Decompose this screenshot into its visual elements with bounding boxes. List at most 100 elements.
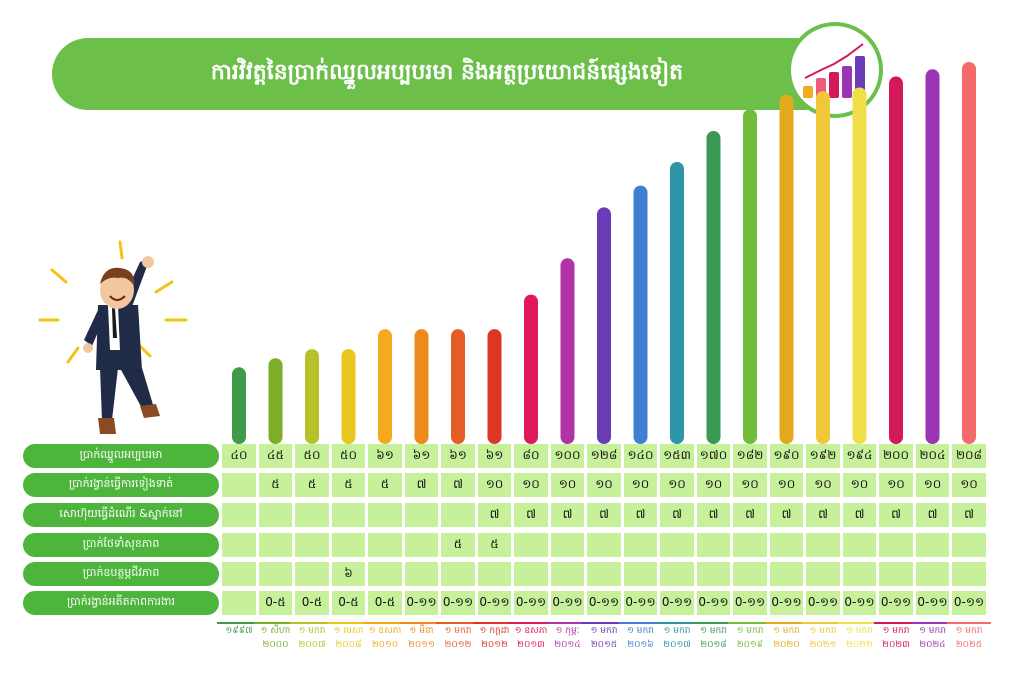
chart-title: ការវិវត្តនៃប្រាក់ឈ្នួលអប្បបរមា និងអត្ថប្… [210, 60, 684, 85]
date-label-15: ១ មករា ២០២០ [764, 622, 809, 652]
table-cell-4-16 [806, 562, 840, 586]
bar-16 [816, 91, 830, 445]
date-label-20: ១ មករា ២០២៥ [947, 622, 991, 652]
table-cell-4-6 [441, 562, 475, 586]
table-cell-3-7: ៥ [477, 533, 512, 557]
bar-13 [706, 131, 721, 445]
table-cell-1-16: ១០ [806, 473, 840, 497]
table-cell-5-18: 0-១១ [879, 591, 913, 615]
table-cell-3-17 [842, 533, 877, 557]
row-label-0: ប្រាក់ឈ្នួលអប្បបរមា [23, 444, 219, 468]
date-label-5: ១ មីនា ២០១១ [399, 622, 444, 652]
table-cell-3-8 [514, 533, 548, 557]
table-cell-5-12: 0-១១ [660, 591, 694, 615]
table-cell-4-18 [879, 562, 913, 586]
bar-2 [305, 349, 319, 444]
table-cell-0-15: ១៩០ [769, 444, 804, 468]
table-cell-3-5 [404, 533, 439, 557]
bar-4 [378, 329, 392, 444]
table-cell-3-12 [660, 533, 694, 557]
table-cell-4-3: ៦ [331, 562, 366, 586]
table-cell-4-1 [258, 562, 293, 586]
table-cell-1-7: ១០ [477, 473, 512, 497]
table-cell-5-4: 0-៥ [368, 591, 402, 615]
table-cell-0-11: ១៤០ [623, 444, 658, 468]
table-cell-3-6: ៥ [441, 533, 475, 557]
date-label-1: ១ សីហា ២០០០ [253, 622, 298, 652]
table-cell-2-20: ៧ [952, 503, 986, 527]
table-cell-1-5: ៧ [404, 473, 439, 497]
date-label-11: ១ មករា ២០១៦ [618, 622, 663, 652]
date-label-9: ១ កុម្ភៈ ២០១៤ [545, 622, 590, 652]
table-cell-0-3: ៥០ [331, 444, 366, 468]
date-label-12: ១ មករា ២០១៧ [655, 622, 699, 652]
table-cell-4-19 [915, 562, 950, 586]
table-cell-4-20 [952, 562, 986, 586]
table-cell-3-2 [295, 533, 329, 557]
table-cell-4-2 [295, 562, 329, 586]
bar-20 [962, 62, 976, 444]
table-cell-2-11: ៧ [623, 503, 658, 527]
table-cell-0-5: ៦១ [404, 444, 439, 468]
table-cell-2-7: ៧ [477, 503, 512, 527]
table-cell-3-18 [879, 533, 913, 557]
table-cell-0-12: ១៥៣ [660, 444, 694, 468]
table-cell-1-19: ១០ [915, 473, 950, 497]
table-cell-1-14: ១០ [733, 473, 767, 497]
table-cell-5-8: 0-១១ [514, 591, 548, 615]
table-cell-2-19: ៧ [915, 503, 950, 527]
bar-14 [743, 109, 757, 444]
table-cell-5-2: 0-៥ [295, 591, 329, 615]
table-cell-1-1: ៥ [258, 473, 293, 497]
date-label-16: ១ មករា ២០២១ [801, 622, 845, 652]
table-cell-1-9: ១០ [550, 473, 585, 497]
table-cell-5-10: 0-១១ [587, 591, 621, 615]
table-cell-5-16: 0-១១ [806, 591, 840, 615]
table-cell-4-10 [587, 562, 621, 586]
table-cell-4-15 [769, 562, 804, 586]
table-cell-3-20 [952, 533, 986, 557]
table-cell-4-9 [550, 562, 585, 586]
table-cell-4-4 [368, 562, 402, 586]
table-cell-3-4 [368, 533, 402, 557]
table-cell-2-4 [368, 503, 402, 527]
row-label-3: ប្រាក់ថែទាំសុខភាព [23, 533, 219, 557]
table-cell-0-2: ៥០ [295, 444, 329, 468]
table-cell-0-14: ១៨២ [733, 444, 767, 468]
table-cell-3-11 [623, 533, 658, 557]
table-cell-5-15: 0-១១ [769, 591, 804, 615]
table-cell-0-16: ១៩២ [806, 444, 840, 468]
table-cell-5-7: 0-១១ [477, 591, 512, 615]
table-cell-3-1 [258, 533, 293, 557]
row-label-1: ប្រាក់រង្វាន់ធ្វើការទៀងទាត់ [23, 473, 219, 497]
bar-7 [487, 329, 502, 444]
table-cell-5-13: 0-១១ [696, 591, 731, 615]
date-label-8: ១ ឧសភា ២០១៣ [509, 622, 553, 652]
table-cell-3-19 [915, 533, 950, 557]
table-cell-2-10: ៧ [587, 503, 621, 527]
table-cell-4-14 [733, 562, 767, 586]
table-cell-0-17: ១៩៤ [842, 444, 877, 468]
bar-8 [524, 294, 538, 444]
table-cell-1-20: ១០ [952, 473, 986, 497]
bar-5 [414, 329, 429, 444]
date-label-4: ១ ឧសភា ២០១០ [363, 622, 407, 652]
title-banner: ការវិវត្តនៃប្រាក់ឈ្នួលអប្បបរមា និងអត្ថប្… [52, 38, 842, 110]
row-label-5: ប្រាក់រង្វាន់អតីតភាពការងារ [23, 591, 219, 615]
date-label-7: ១ កក្កដា ២០១២ [472, 622, 517, 652]
table-cell-2-1 [258, 503, 293, 527]
table-cell-0-1: ៤៥ [258, 444, 293, 468]
table-cell-1-15: ១០ [769, 473, 804, 497]
date-label-18: ១ មករា ២០២៣ [874, 622, 918, 652]
table-cell-1-3: ៥ [331, 473, 366, 497]
table-cell-1-12: ១០ [660, 473, 694, 497]
date-label-3: ១ មេសា ២០០៨ [326, 622, 371, 652]
table-cell-3-10 [587, 533, 621, 557]
table-cell-2-3 [331, 503, 366, 527]
table-cell-5-3: 0-៥ [331, 591, 366, 615]
table-cell-5-6: 0-១១ [441, 591, 475, 615]
table-cell-0-6: ៦១ [441, 444, 475, 468]
table-cell-1-18: ១០ [879, 473, 913, 497]
bar-1 [268, 358, 283, 444]
table-cell-2-16: ៧ [806, 503, 840, 527]
